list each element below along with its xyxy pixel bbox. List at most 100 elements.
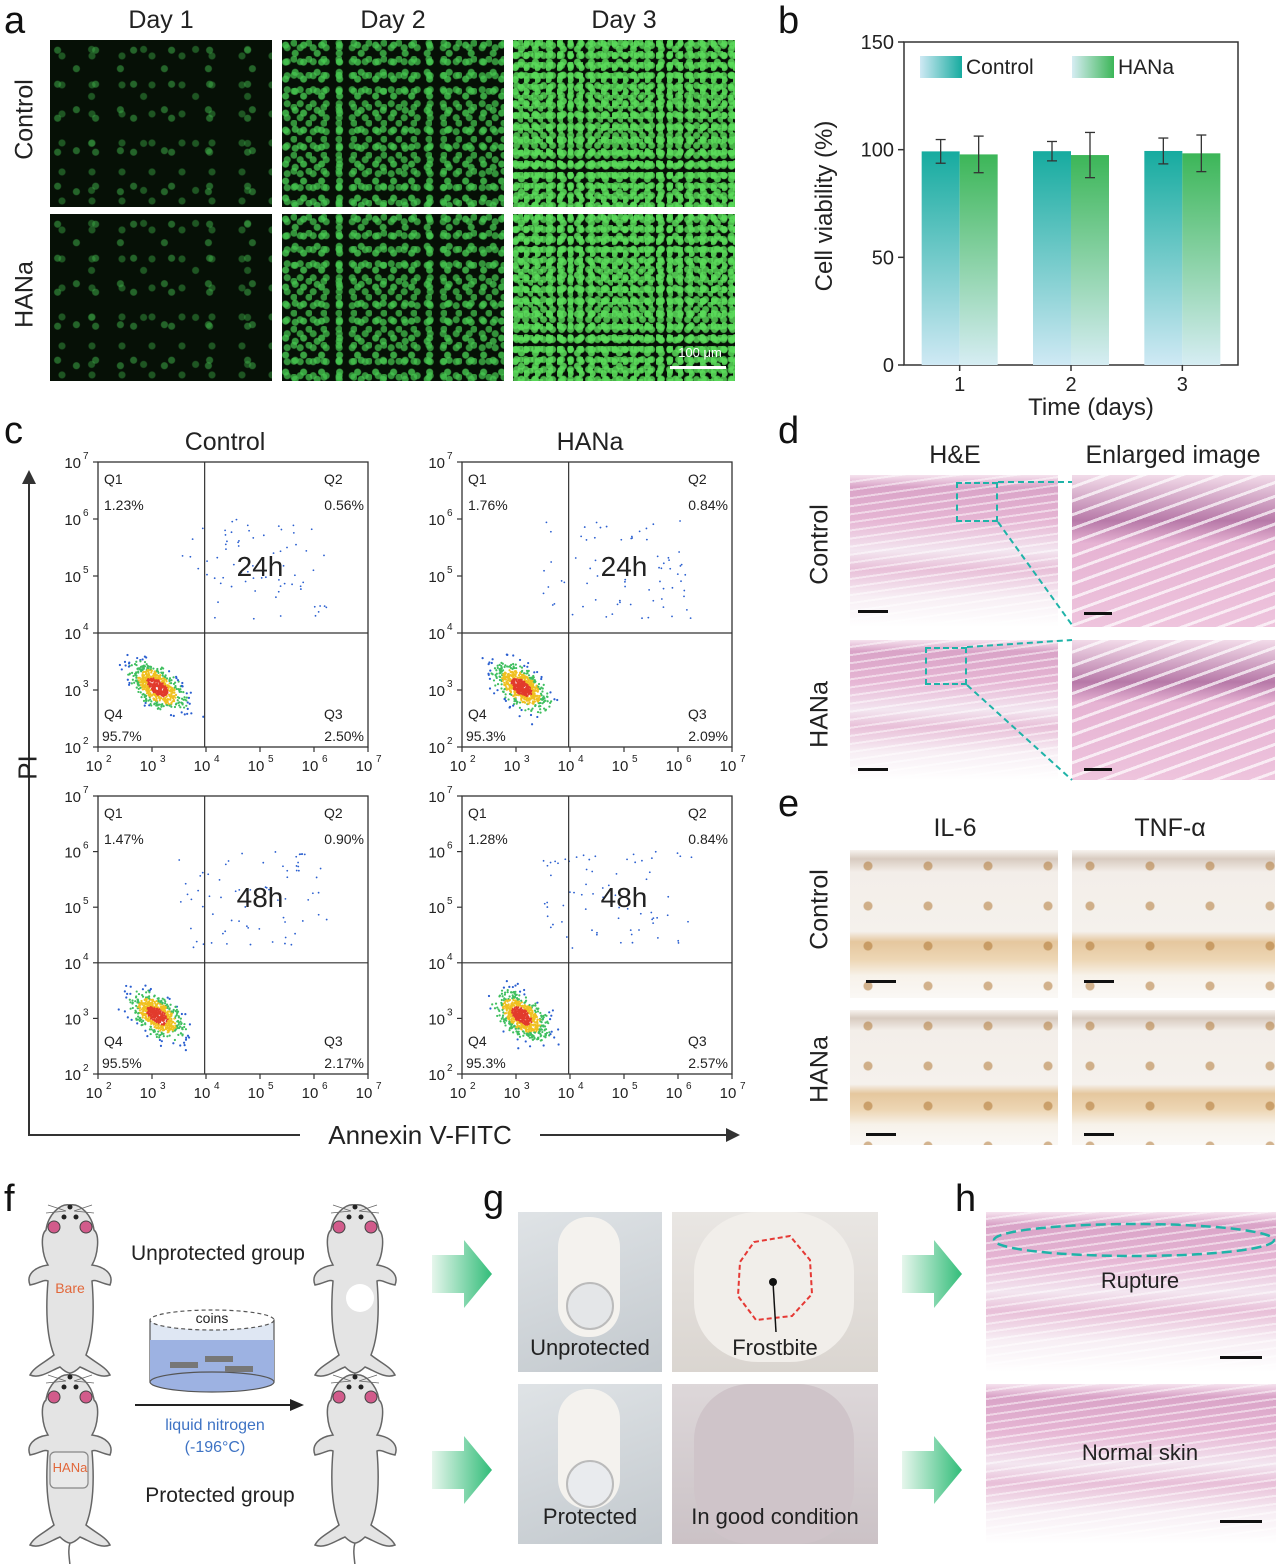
x-tick-exp: 7 <box>740 754 746 765</box>
flow-event <box>126 653 129 657</box>
flow-event <box>159 673 162 677</box>
flow-event <box>226 540 228 543</box>
flow-event <box>487 994 491 998</box>
flow-event <box>509 1007 512 1010</box>
flow-event <box>645 878 648 881</box>
flow-event <box>181 701 184 705</box>
y-tick-label: 10 <box>428 956 445 973</box>
flow-event <box>135 660 138 663</box>
flow-event <box>157 1009 160 1012</box>
flow-event <box>535 684 538 687</box>
flow-event <box>146 1035 149 1038</box>
flow-event <box>488 687 492 690</box>
flow-event <box>525 690 528 693</box>
flow-event <box>161 693 164 696</box>
flow-event <box>171 1029 174 1032</box>
flow-event <box>518 1015 522 1018</box>
flow-event <box>532 1024 535 1027</box>
flow-event <box>148 989 151 992</box>
flow-event <box>505 680 508 684</box>
flow-event <box>512 704 515 707</box>
flow-event <box>157 688 161 691</box>
flow-event <box>535 1026 539 1029</box>
flow-event <box>325 606 328 609</box>
flow-event <box>503 665 506 669</box>
flow-event <box>134 672 138 675</box>
flow-event <box>168 670 171 673</box>
flow-event <box>511 681 514 684</box>
flow-event <box>488 661 491 664</box>
flow-event <box>149 684 152 688</box>
flow-event <box>136 656 139 660</box>
c-col-title-control: Control <box>184 428 266 456</box>
flow-event <box>284 921 286 923</box>
flow-event <box>170 1026 173 1029</box>
flow-event <box>160 682 163 685</box>
flow-event <box>501 1008 504 1011</box>
x-axis-label: Time (days) <box>1028 394 1154 420</box>
flow-event <box>162 1028 166 1032</box>
row-label-hana: HANa <box>10 261 39 328</box>
flow-event <box>500 683 503 686</box>
flow-event <box>144 1003 147 1006</box>
flow-event <box>279 585 282 587</box>
flow-event <box>157 671 160 675</box>
flow-event <box>230 531 233 534</box>
flow-event <box>147 673 151 676</box>
flow-event <box>656 937 659 939</box>
flow-event <box>295 869 298 872</box>
fluor-control-day2 <box>282 40 504 207</box>
flow-event <box>624 580 626 583</box>
flow-event <box>659 580 661 583</box>
flow-event <box>502 986 506 989</box>
flow-event <box>545 695 549 698</box>
flow-event <box>519 679 522 682</box>
flow-event <box>161 997 164 1000</box>
flow-event <box>146 684 149 688</box>
flow-event <box>143 686 146 689</box>
flow-event <box>629 929 632 932</box>
flow-event <box>301 920 304 922</box>
flow-event <box>638 929 640 931</box>
hana-patch <box>49 1451 89 1489</box>
flow-event <box>170 1010 173 1013</box>
flow-event <box>690 856 693 859</box>
flow-event <box>528 1009 531 1012</box>
flow-event <box>153 697 156 701</box>
y-tick-label: 10 <box>428 845 445 862</box>
flow-event <box>501 1016 504 1019</box>
g-label-good-condition: In good condition <box>691 1504 859 1529</box>
flow-event <box>303 853 306 856</box>
flow-event <box>553 698 556 701</box>
flow-event <box>238 539 240 542</box>
x-tick-exp: 4 <box>578 754 584 765</box>
flow-event <box>249 888 252 891</box>
x-tick-exp: 7 <box>376 754 382 765</box>
flow-event <box>169 1003 172 1006</box>
flow-event <box>512 1014 515 1017</box>
flow-event <box>647 616 650 619</box>
flow-event <box>549 926 552 929</box>
flow-event <box>131 678 134 681</box>
flow-event <box>295 543 297 546</box>
flow-event <box>283 582 286 585</box>
flow-event <box>317 610 320 613</box>
flow-event <box>526 1015 529 1018</box>
flow-event <box>278 579 280 581</box>
flow-event <box>544 1036 547 1039</box>
flow-event <box>542 683 545 686</box>
flow-event <box>596 575 599 577</box>
flow-event <box>179 706 182 709</box>
flow-event <box>252 577 255 580</box>
flow-event <box>201 527 204 530</box>
flow-event <box>501 1014 505 1017</box>
flow-event <box>648 871 651 874</box>
flow-event <box>582 854 585 857</box>
x-tick-label: 2 <box>1065 374 1076 396</box>
flow-event <box>164 676 167 679</box>
flow-event <box>158 1026 161 1030</box>
flow-event <box>162 1022 166 1025</box>
flow-event <box>183 1044 186 1047</box>
flow-event <box>589 567 592 570</box>
flow-event <box>512 1031 515 1034</box>
